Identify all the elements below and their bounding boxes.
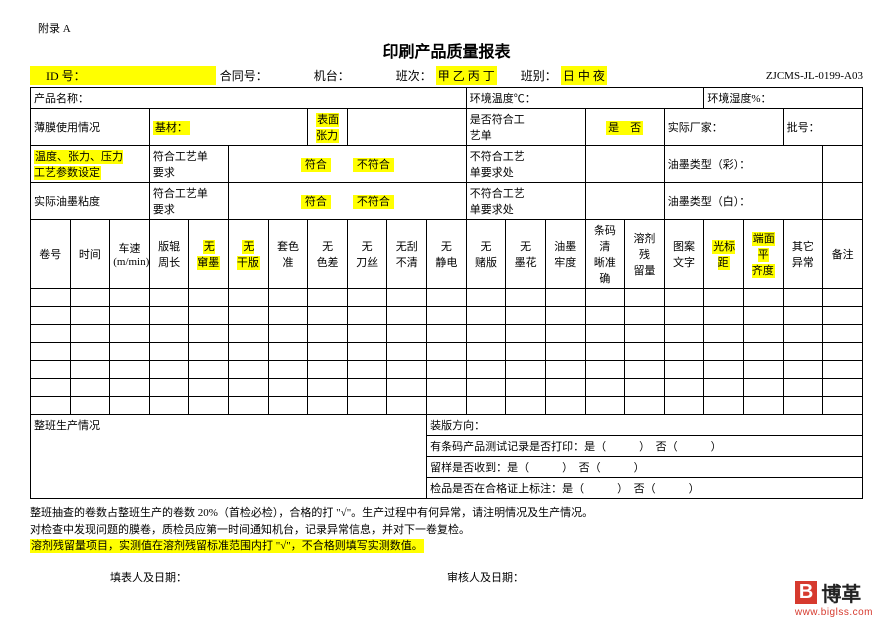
qc-marked: 检品是否在合格证上标注：是（ ） 否（ ） (427, 478, 863, 499)
col-header: 光标 距 (704, 220, 744, 289)
base-material-cell: 基材： (149, 109, 307, 146)
inktype-white-val (823, 183, 863, 220)
note-1: 整班抽查的卷数占整班生产的卷数 20%（首检必检），合格的打 "√"。生产过程中… (30, 505, 863, 522)
sample-received: 留样是否收到：是（ ） 否（ ） (427, 457, 863, 478)
shift-summary: 整班生产情况 (31, 415, 427, 499)
main-table: 产品名称： 环境温度℃： 环境湿度%： 薄膜使用情况 基材： 表面 张力 是否符… (30, 87, 863, 499)
visc-nofit-val (585, 183, 664, 220)
col-header: 车速 (m/min) (110, 220, 150, 289)
col-header: 条码清 晰准确 (585, 220, 625, 289)
page-title: 印刷产品质量报表 (30, 38, 863, 62)
barcode-print: 有条码产品测试记录是否打印：是（ ） 否（ ） (427, 436, 863, 457)
data-row (31, 307, 863, 325)
col-header: 备注 (823, 220, 863, 289)
header-row: ID 号： 合同号： 机台： 班次： 甲 乙 丙 丁 班别： 日 中 夜 ZJC… (30, 66, 863, 85)
col-header: 无 静电 (427, 220, 467, 289)
data-row (31, 397, 863, 415)
logo: B 博革 www.biglss.com (795, 578, 873, 618)
data-row (31, 289, 863, 307)
visc-fitopts: 符合 不符合 (229, 183, 467, 220)
data-row (31, 325, 863, 343)
inktype-white: 油墨类型（白）： (664, 183, 822, 220)
env-humid-cell: 环境湿度%： (704, 88, 863, 109)
col-header: 溶剂残 留量 (625, 220, 665, 289)
viscosity-label: 实际油墨粘度 (31, 183, 150, 220)
param-label: 温度、张力、压力 工艺参数设定 (31, 146, 150, 183)
contract-label: 合同号： (220, 67, 310, 84)
product-name-cell: 产品名称： (31, 88, 467, 109)
col-header: 油墨 牢度 (545, 220, 585, 289)
filler-sign: 填表人及日期： (110, 569, 187, 585)
col-header: 无 干版 (229, 220, 269, 289)
machine-label: 机台： (314, 67, 392, 84)
note-2: 对检查中发现问题的膜卷，质检员应第一时间通知机台，记录异常信息，并对下一卷复检。 (30, 522, 863, 539)
col-header: 端面平 齐度 (743, 220, 783, 289)
spec-match-label: 是否符合工 艺单 (466, 109, 585, 146)
form-code: ZJCMS-JL-0199-A03 (766, 70, 863, 82)
inktype-color: 油墨类型（彩）： (664, 146, 822, 183)
col-header: 版辊 周长 (149, 220, 189, 289)
col-header: 其它异常 (783, 220, 823, 289)
notes-block: 整班抽查的卷数占整班生产的卷数 20%（首检必检），合格的打 "√"。生产过程中… (30, 505, 863, 555)
col-header: 无 色差 (308, 220, 348, 289)
reviewer-sign: 审核人及日期： (447, 569, 524, 585)
param-nofit-val (585, 146, 664, 183)
visc-nofit-proc: 不符合工艺 单要求处 (466, 183, 585, 220)
shift-label: 班次： (396, 67, 432, 84)
col-header: 时间 (70, 220, 110, 289)
param-fitopts: 符合 不符合 (229, 146, 467, 183)
appendix-label: 附录 A (30, 20, 863, 36)
tension-label: 表面 张力 (308, 109, 348, 146)
inktype-color-val (823, 146, 863, 183)
class-label: 班别： (521, 67, 557, 84)
class-options: 日 中 夜 (561, 66, 607, 85)
col-header: 套色 准 (268, 220, 308, 289)
shift-options: 甲 乙 丙 丁 (436, 66, 497, 85)
col-header: 卷号 (31, 220, 71, 289)
param-req: 符合工艺单 要求 (149, 146, 228, 183)
param-nofit-proc: 不符合工艺 单要求处 (466, 146, 585, 183)
film-usage-label: 薄膜使用情况 (31, 109, 150, 146)
logo-icon: B (795, 581, 817, 604)
col-header: 无刮 不清 (387, 220, 427, 289)
column-header-row: 卷号时间车速 (m/min)版辊 周长无 窜墨无 干版套色 准无 色差无 刀丝无… (31, 220, 863, 289)
col-header: 无 墨花 (506, 220, 546, 289)
vendor-cell: 实际厂家： (664, 109, 783, 146)
col-header: 无 窜墨 (189, 220, 229, 289)
col-header: 无 刀丝 (347, 220, 387, 289)
data-row (31, 361, 863, 379)
tension-value (347, 109, 466, 146)
data-row (31, 343, 863, 361)
env-temp-cell: 环境温度℃： (466, 88, 704, 109)
logo-url: www.biglss.com (795, 607, 873, 618)
visc-req: 符合工艺单 要求 (149, 183, 228, 220)
spec-yesno: 是 否 (585, 109, 664, 146)
data-row (31, 379, 863, 397)
id-label: ID 号： (30, 66, 216, 85)
col-header: 无 赌版 (466, 220, 506, 289)
signature-row: 填表人及日期： 审核人及日期： (30, 569, 863, 585)
col-header: 图案 文字 (664, 220, 704, 289)
logo-text: 博革 (821, 578, 861, 607)
plate-direction: 装版方向： (427, 415, 863, 436)
batch-cell: 批号： (783, 109, 862, 146)
note-3: 溶剂残留量项目，实测值在溶剂残留标准范围内打 "√"，不合格则填写实测数值。 (30, 538, 863, 555)
